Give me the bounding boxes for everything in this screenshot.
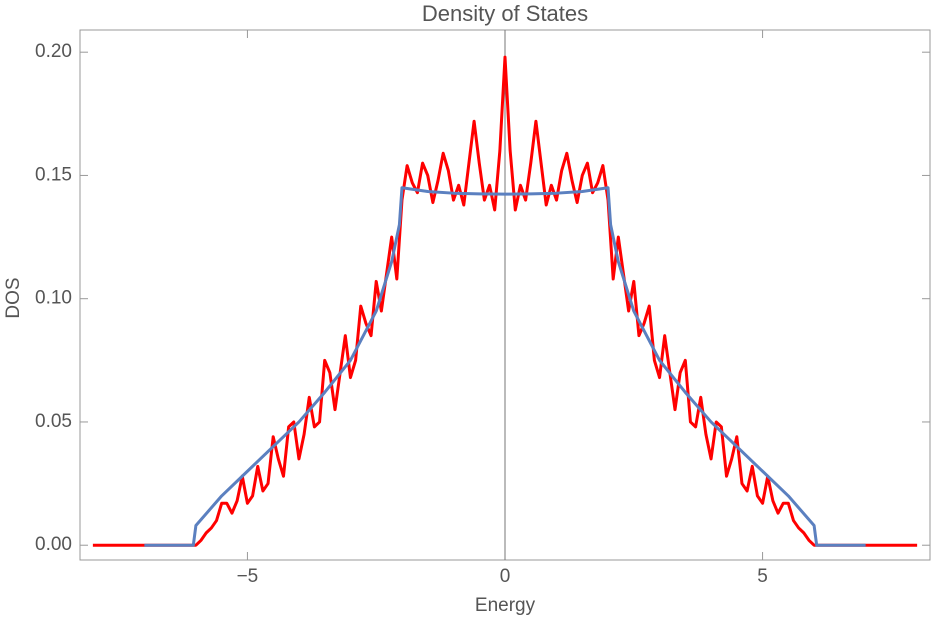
y-tick-label: 0.20 [35,41,72,62]
x-tick-label: 0 [500,566,511,587]
series-line [144,186,866,547]
y-tick-label: 0.05 [35,411,72,432]
y-axis-label: DOS [3,277,24,318]
chart-title: Density of States [422,1,588,26]
x-tick-label: −5 [237,566,259,587]
x-axis-label: Energy [475,595,536,616]
x-tick-label: 5 [757,566,768,587]
y-tick-label: 0.10 [35,288,72,309]
series-line [92,55,918,547]
y-tick-label: 0.00 [35,534,72,555]
y-tick-label: 0.15 [35,164,72,185]
